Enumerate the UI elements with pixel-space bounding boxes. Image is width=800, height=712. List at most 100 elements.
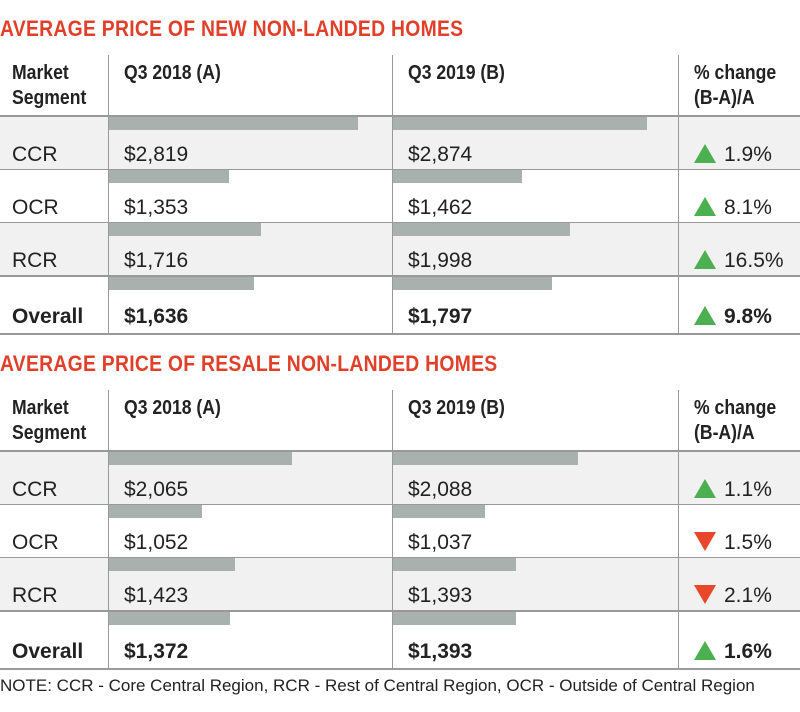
table-row: CCR $2,819 $2,874 1.9% xyxy=(0,117,800,170)
value-b: $2,088 xyxy=(408,478,473,501)
divider xyxy=(108,170,109,222)
change-cell: 1.1% xyxy=(694,478,772,502)
divider xyxy=(678,390,679,450)
down-triangle-icon xyxy=(694,532,716,551)
divider xyxy=(678,558,679,610)
table-row: Overall $1,636 $1,797 9.8% xyxy=(0,276,800,335)
up-triangle-icon xyxy=(694,144,716,163)
header-change: % change (B-A)/A xyxy=(694,396,776,446)
value-a: $1,353 xyxy=(124,196,189,219)
segment-cell: RCR xyxy=(12,249,58,272)
bar-b xyxy=(393,612,517,625)
change-cell: 1.6% xyxy=(694,640,772,664)
change-cell: 8.1% xyxy=(694,196,772,220)
down-triangle-icon xyxy=(694,585,716,604)
header-a: Q3 2018 (A) xyxy=(124,397,221,419)
header-text: (B-A)/A xyxy=(694,422,755,444)
price-table: Market Segment Q3 2018 (A) Q3 2019 (B) % cha… xyxy=(0,390,800,670)
divider xyxy=(678,612,679,668)
divider xyxy=(678,277,679,333)
divider xyxy=(392,277,393,333)
divider xyxy=(392,55,393,115)
change-value: 1.1% xyxy=(724,478,772,501)
footnote: NOTE: CCR - Core Central Region, RCR - R… xyxy=(0,676,755,695)
up-triangle-icon xyxy=(694,197,716,216)
divider xyxy=(392,452,393,504)
header-a: Q3 2018 (A) xyxy=(124,62,221,84)
segment-cell: OCR xyxy=(12,196,59,219)
up-triangle-icon xyxy=(694,641,716,660)
header-b: Q3 2019 (B) xyxy=(408,62,505,84)
value-a: $1,636 xyxy=(124,305,189,328)
change-cell: 2.1% xyxy=(694,584,772,608)
table-row: CCR $2,065 $2,088 1.1% xyxy=(0,452,800,505)
value-b: $1,393 xyxy=(408,640,473,663)
bar-b xyxy=(393,277,552,290)
divider xyxy=(108,117,109,169)
segment-cell: CCR xyxy=(12,143,58,166)
value-b: $1,393 xyxy=(408,584,473,607)
bar-a xyxy=(109,277,254,290)
divider xyxy=(678,505,679,557)
table-row: RCR $1,423 $1,393 2.1% xyxy=(0,558,800,611)
value-a: $2,065 xyxy=(124,478,189,501)
value-b: $1,797 xyxy=(408,305,473,328)
divider xyxy=(678,55,679,115)
bar-b xyxy=(393,452,578,465)
value-b: $1,037 xyxy=(408,531,473,554)
header-text: (B-A)/A xyxy=(694,87,755,109)
change-cell: 1.5% xyxy=(694,531,772,555)
divider xyxy=(392,612,393,668)
bar-a xyxy=(109,505,202,518)
divider xyxy=(392,223,393,275)
segment-cell: Overall xyxy=(12,640,84,663)
table-row: OCR $1,052 $1,037 1.5% xyxy=(0,505,800,558)
table-header: Market Segment Q3 2018 (A) Q3 2019 (B) % cha… xyxy=(0,390,800,452)
segment-cell: CCR xyxy=(12,478,58,501)
change-cell: 9.8% xyxy=(694,305,772,329)
table-row: Overall $1,372 $1,393 1.6% xyxy=(0,611,800,670)
bar-b xyxy=(393,505,485,518)
table-row: OCR $1,353 $1,462 8.1% xyxy=(0,170,800,223)
change-value: 16.5% xyxy=(724,249,784,272)
divider xyxy=(108,612,109,668)
bar-a xyxy=(109,612,231,625)
change-value: 2.1% xyxy=(724,584,772,607)
bar-b xyxy=(393,558,517,571)
table-title: AVERAGE PRICE OF RESALE NON-LANDED HOMES xyxy=(0,351,498,376)
bar-b xyxy=(393,223,570,236)
change-value: 9.8% xyxy=(724,305,772,328)
value-b: $1,462 xyxy=(408,196,473,219)
bar-b xyxy=(393,117,648,130)
value-a: $1,052 xyxy=(124,531,189,554)
divider xyxy=(108,452,109,504)
change-value: 1.6% xyxy=(724,640,772,663)
divider xyxy=(678,117,679,169)
bar-a xyxy=(109,558,235,571)
change-value: 1.9% xyxy=(724,143,772,166)
price-table: Market Segment Q3 2018 (A) Q3 2019 (B) % cha… xyxy=(0,55,800,335)
bar-a xyxy=(109,117,359,130)
divider xyxy=(392,390,393,450)
segment-cell: OCR xyxy=(12,531,59,554)
header-segment: Market Segment xyxy=(12,61,86,111)
segment-cell: RCR xyxy=(12,584,58,607)
value-a: $2,819 xyxy=(124,143,189,166)
change-cell: 16.5% xyxy=(694,249,784,273)
header-text: Segment xyxy=(12,87,87,109)
divider xyxy=(392,558,393,610)
segment-cell: Overall xyxy=(12,305,84,328)
divider xyxy=(108,55,109,115)
header-text: Market xyxy=(12,397,69,419)
bar-b xyxy=(393,170,523,183)
table-title: AVERAGE PRICE OF NEW NON-LANDED HOMES xyxy=(0,16,464,41)
header-segment: Market Segment xyxy=(12,396,86,446)
header-change: % change (B-A)/A xyxy=(694,61,776,111)
up-triangle-icon xyxy=(694,479,716,498)
header-text: Market xyxy=(12,62,69,84)
table-row: RCR $1,716 $1,998 16.5% xyxy=(0,223,800,276)
divider xyxy=(678,170,679,222)
value-a: $1,372 xyxy=(124,640,189,663)
divider xyxy=(108,390,109,450)
table-header: Market Segment Q3 2018 (A) Q3 2019 (B) % cha… xyxy=(0,55,800,117)
